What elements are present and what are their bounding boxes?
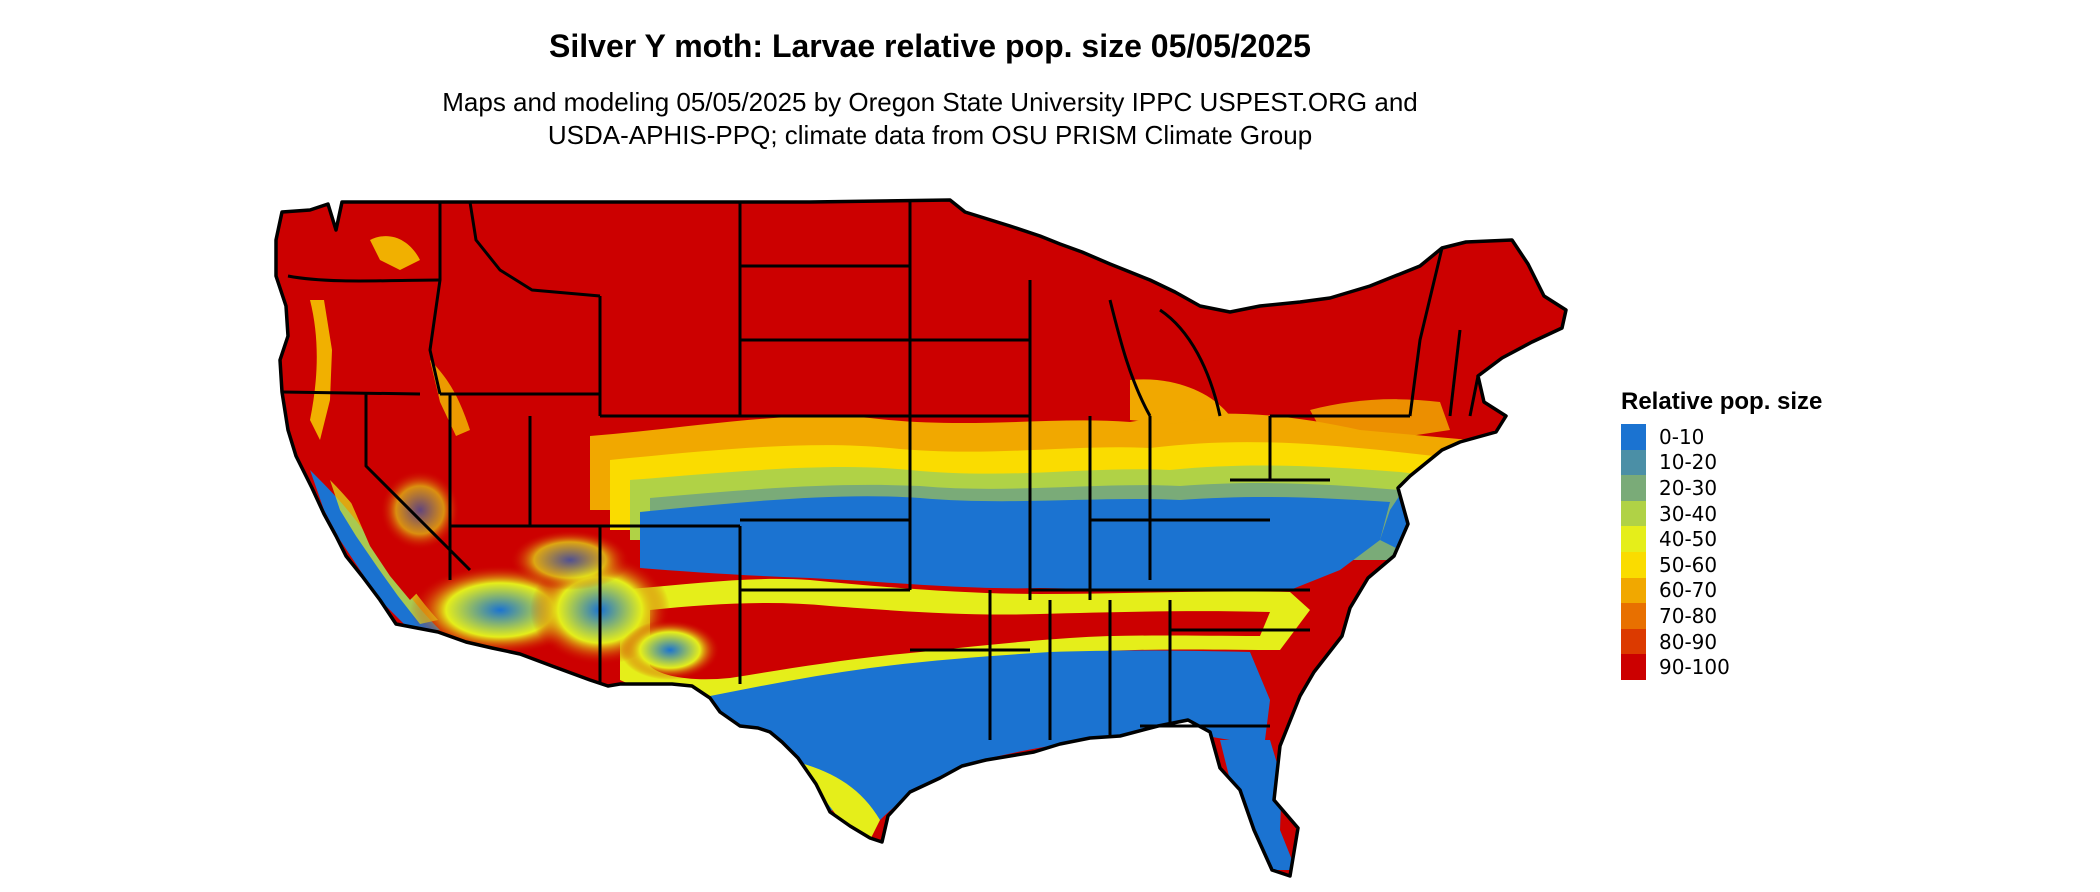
legend-item: 40-50 xyxy=(1621,526,1822,552)
legend-label: 20-30 xyxy=(1659,475,1718,500)
legend-swatch xyxy=(1621,654,1646,680)
legend-swatch xyxy=(1621,628,1646,655)
us-heat-map xyxy=(270,180,1590,890)
legend-item: 30-40 xyxy=(1621,500,1822,527)
subtitle-line-2: USDA-APHIS-PPQ; climate data from OSU PR… xyxy=(547,120,1313,150)
subtitle-line-1: Maps and modeling 05/05/2025 by Oregon S… xyxy=(442,87,1418,117)
legend-swatch xyxy=(1621,577,1646,604)
legend-label: 60-70 xyxy=(1659,578,1718,603)
legend-label: 90-100 xyxy=(1659,655,1730,680)
legend: Relative pop. size 0-10 10-20 20-30 30-4… xyxy=(1621,388,1822,680)
legend-swatch xyxy=(1621,475,1646,501)
legend-items: 0-10 10-20 20-30 30-40 40-50 50-60 60-70… xyxy=(1621,424,1822,680)
legend-item: 50-60 xyxy=(1621,551,1822,578)
legend-item: 60-70 xyxy=(1621,577,1822,604)
legend-label: 40-50 xyxy=(1659,527,1718,552)
map-svg xyxy=(274,198,1568,878)
legend-label: 80-90 xyxy=(1659,629,1718,654)
map-subtitle: Maps and modeling 05/05/2025 by Oregon S… xyxy=(0,86,1860,152)
state-borders xyxy=(274,198,1568,878)
legend-item: 20-30 xyxy=(1621,475,1822,501)
legend-item: 10-20 xyxy=(1621,449,1822,476)
legend-item: 70-80 xyxy=(1621,603,1822,629)
legend-swatch xyxy=(1621,526,1646,552)
legend-label: 30-40 xyxy=(1659,501,1718,526)
legend-label: 70-80 xyxy=(1659,603,1718,628)
legend-swatch xyxy=(1621,551,1646,578)
legend-swatch xyxy=(1621,449,1646,476)
legend-item: 80-90 xyxy=(1621,628,1822,655)
legend-title: Relative pop. size xyxy=(1621,388,1823,415)
legend-swatch xyxy=(1621,424,1646,450)
legend-swatch xyxy=(1621,500,1646,527)
legend-item: 0-10 xyxy=(1621,424,1822,450)
map-title: Silver Y moth: Larvae relative pop. size… xyxy=(549,28,1311,64)
legend-label: 0-10 xyxy=(1659,424,1705,449)
legend-label: 10-20 xyxy=(1659,450,1718,475)
legend-swatch xyxy=(1621,603,1646,629)
legend-label: 50-60 xyxy=(1659,552,1718,577)
legend-item: 90-100 xyxy=(1621,654,1822,680)
